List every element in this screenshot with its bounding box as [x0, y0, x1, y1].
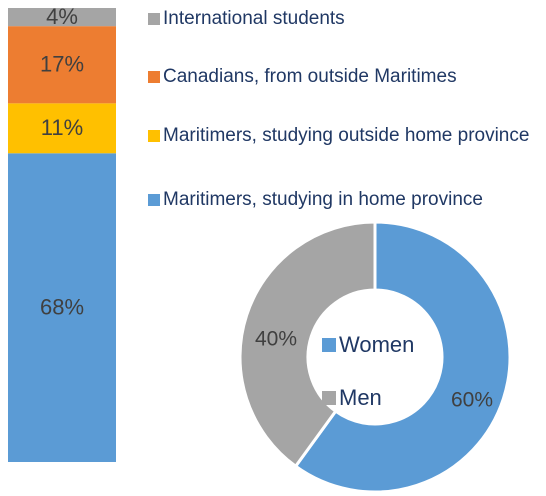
legend-swatch	[148, 71, 160, 83]
legend-label: Women	[339, 332, 414, 357]
legend-label: Maritimers, studying in home province	[163, 189, 483, 210]
data-label: 11%	[41, 115, 83, 140]
donut-slice	[293, 220, 512, 494]
bar-segment	[8, 153, 116, 462]
legend-swatch	[322, 338, 336, 352]
data-label: 40%	[255, 328, 297, 351]
legend-swatch	[148, 194, 160, 206]
legend-swatch	[148, 130, 160, 142]
bar-segment	[8, 8, 116, 27]
legend-label: International students	[163, 8, 345, 29]
legend-entry: Canadians, from outside Maritimes	[148, 65, 540, 89]
data-label: 60%	[451, 389, 493, 412]
data-label: 17%	[40, 52, 84, 77]
legend-entry: Maritimers, studying in home province	[148, 188, 540, 212]
data-label: 4%	[46, 4, 78, 29]
legend-label: Men	[339, 385, 382, 410]
legend-entry: International students	[148, 7, 540, 31]
legend-label: Maritimers, studying outside home provin…	[163, 125, 530, 146]
legend-swatch	[322, 391, 336, 405]
legend-entry: Maritimers, studying outside home provin…	[148, 124, 540, 148]
bar-segment	[8, 103, 116, 154]
data-label: 68%	[40, 294, 84, 319]
donut-slice	[238, 220, 377, 469]
legend-swatch	[148, 13, 160, 25]
bar-segment	[8, 26, 116, 104]
legend-label: Canadians, from outside Maritimes	[163, 66, 457, 87]
